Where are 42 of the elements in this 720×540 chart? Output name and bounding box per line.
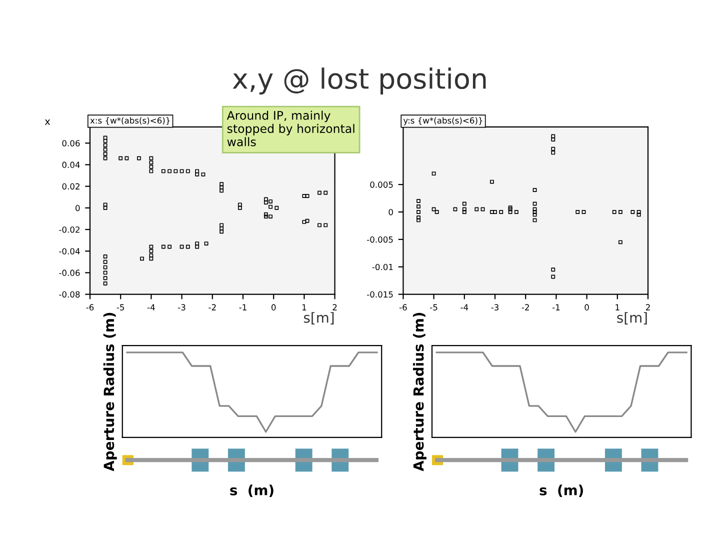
x-tick-label: -1 (239, 304, 246, 310)
x-tick-label: -5 (430, 304, 438, 310)
y-axis-title: Aperture Radius (m) (413, 312, 426, 472)
x-tick-label: -6 (399, 304, 407, 310)
x-tick-label: -6 (86, 304, 94, 310)
chart-subtitle: x:s {w*(abs(s)<6)} (90, 117, 170, 125)
y-tick-label: -0.08 (59, 291, 80, 298)
y-tick-label: -0.005 (367, 236, 393, 243)
y-tick-label: -0.015 (367, 291, 393, 298)
x-tick-label: 1 (302, 304, 306, 310)
y-tick-label: 0.04 (62, 162, 80, 168)
y-axis-title: x (44, 120, 50, 125)
x-tick-label: 2 (332, 304, 337, 310)
y-tick-label: 0 (388, 208, 393, 216)
y-tick-label: 0 (76, 204, 80, 212)
x-tick-label: -3 (178, 304, 186, 310)
y-tick-label: 0.06 (62, 140, 80, 146)
y-tick-label: -0.02 (59, 226, 80, 233)
y-tick-label: -0.04 (59, 248, 80, 254)
y-axis-title: Aperture Radius (m) (103, 312, 117, 472)
x-tick-label: 2 (646, 304, 650, 310)
x-tick-label: -3 (491, 304, 498, 310)
y-tick-label: -0.01 (372, 264, 393, 270)
x-axis-title: s (m) (230, 484, 274, 498)
x-tick-label: -5 (116, 304, 124, 310)
x-axis-title: s[m] (617, 312, 647, 324)
chart-subtitle: y:s {w*(abs(s)<6)} (403, 117, 482, 126)
x-tick-label: -2 (208, 304, 216, 310)
x-tick-label: -1 (552, 304, 560, 310)
x-tick-label: -4 (147, 304, 155, 310)
x-axis-title: s (m) (540, 484, 583, 498)
x-tick-label: -4 (460, 304, 468, 310)
y-tick-label: -0.06 (59, 270, 80, 276)
x-tick-label: 1 (616, 304, 620, 310)
x-tick-label: 0 (584, 304, 589, 310)
y-tick-label: 0.005 (370, 182, 393, 188)
x-axis-title: s[m] (304, 312, 334, 324)
y-tick-label: 0.02 (62, 183, 80, 190)
x-tick-label: -2 (522, 304, 529, 310)
x-tick-label: 0 (272, 304, 276, 310)
annotation: Around IP, mainly stopped by horizontal walls (226, 110, 354, 146)
chart-title: x,y @ lost position (232, 68, 486, 94)
